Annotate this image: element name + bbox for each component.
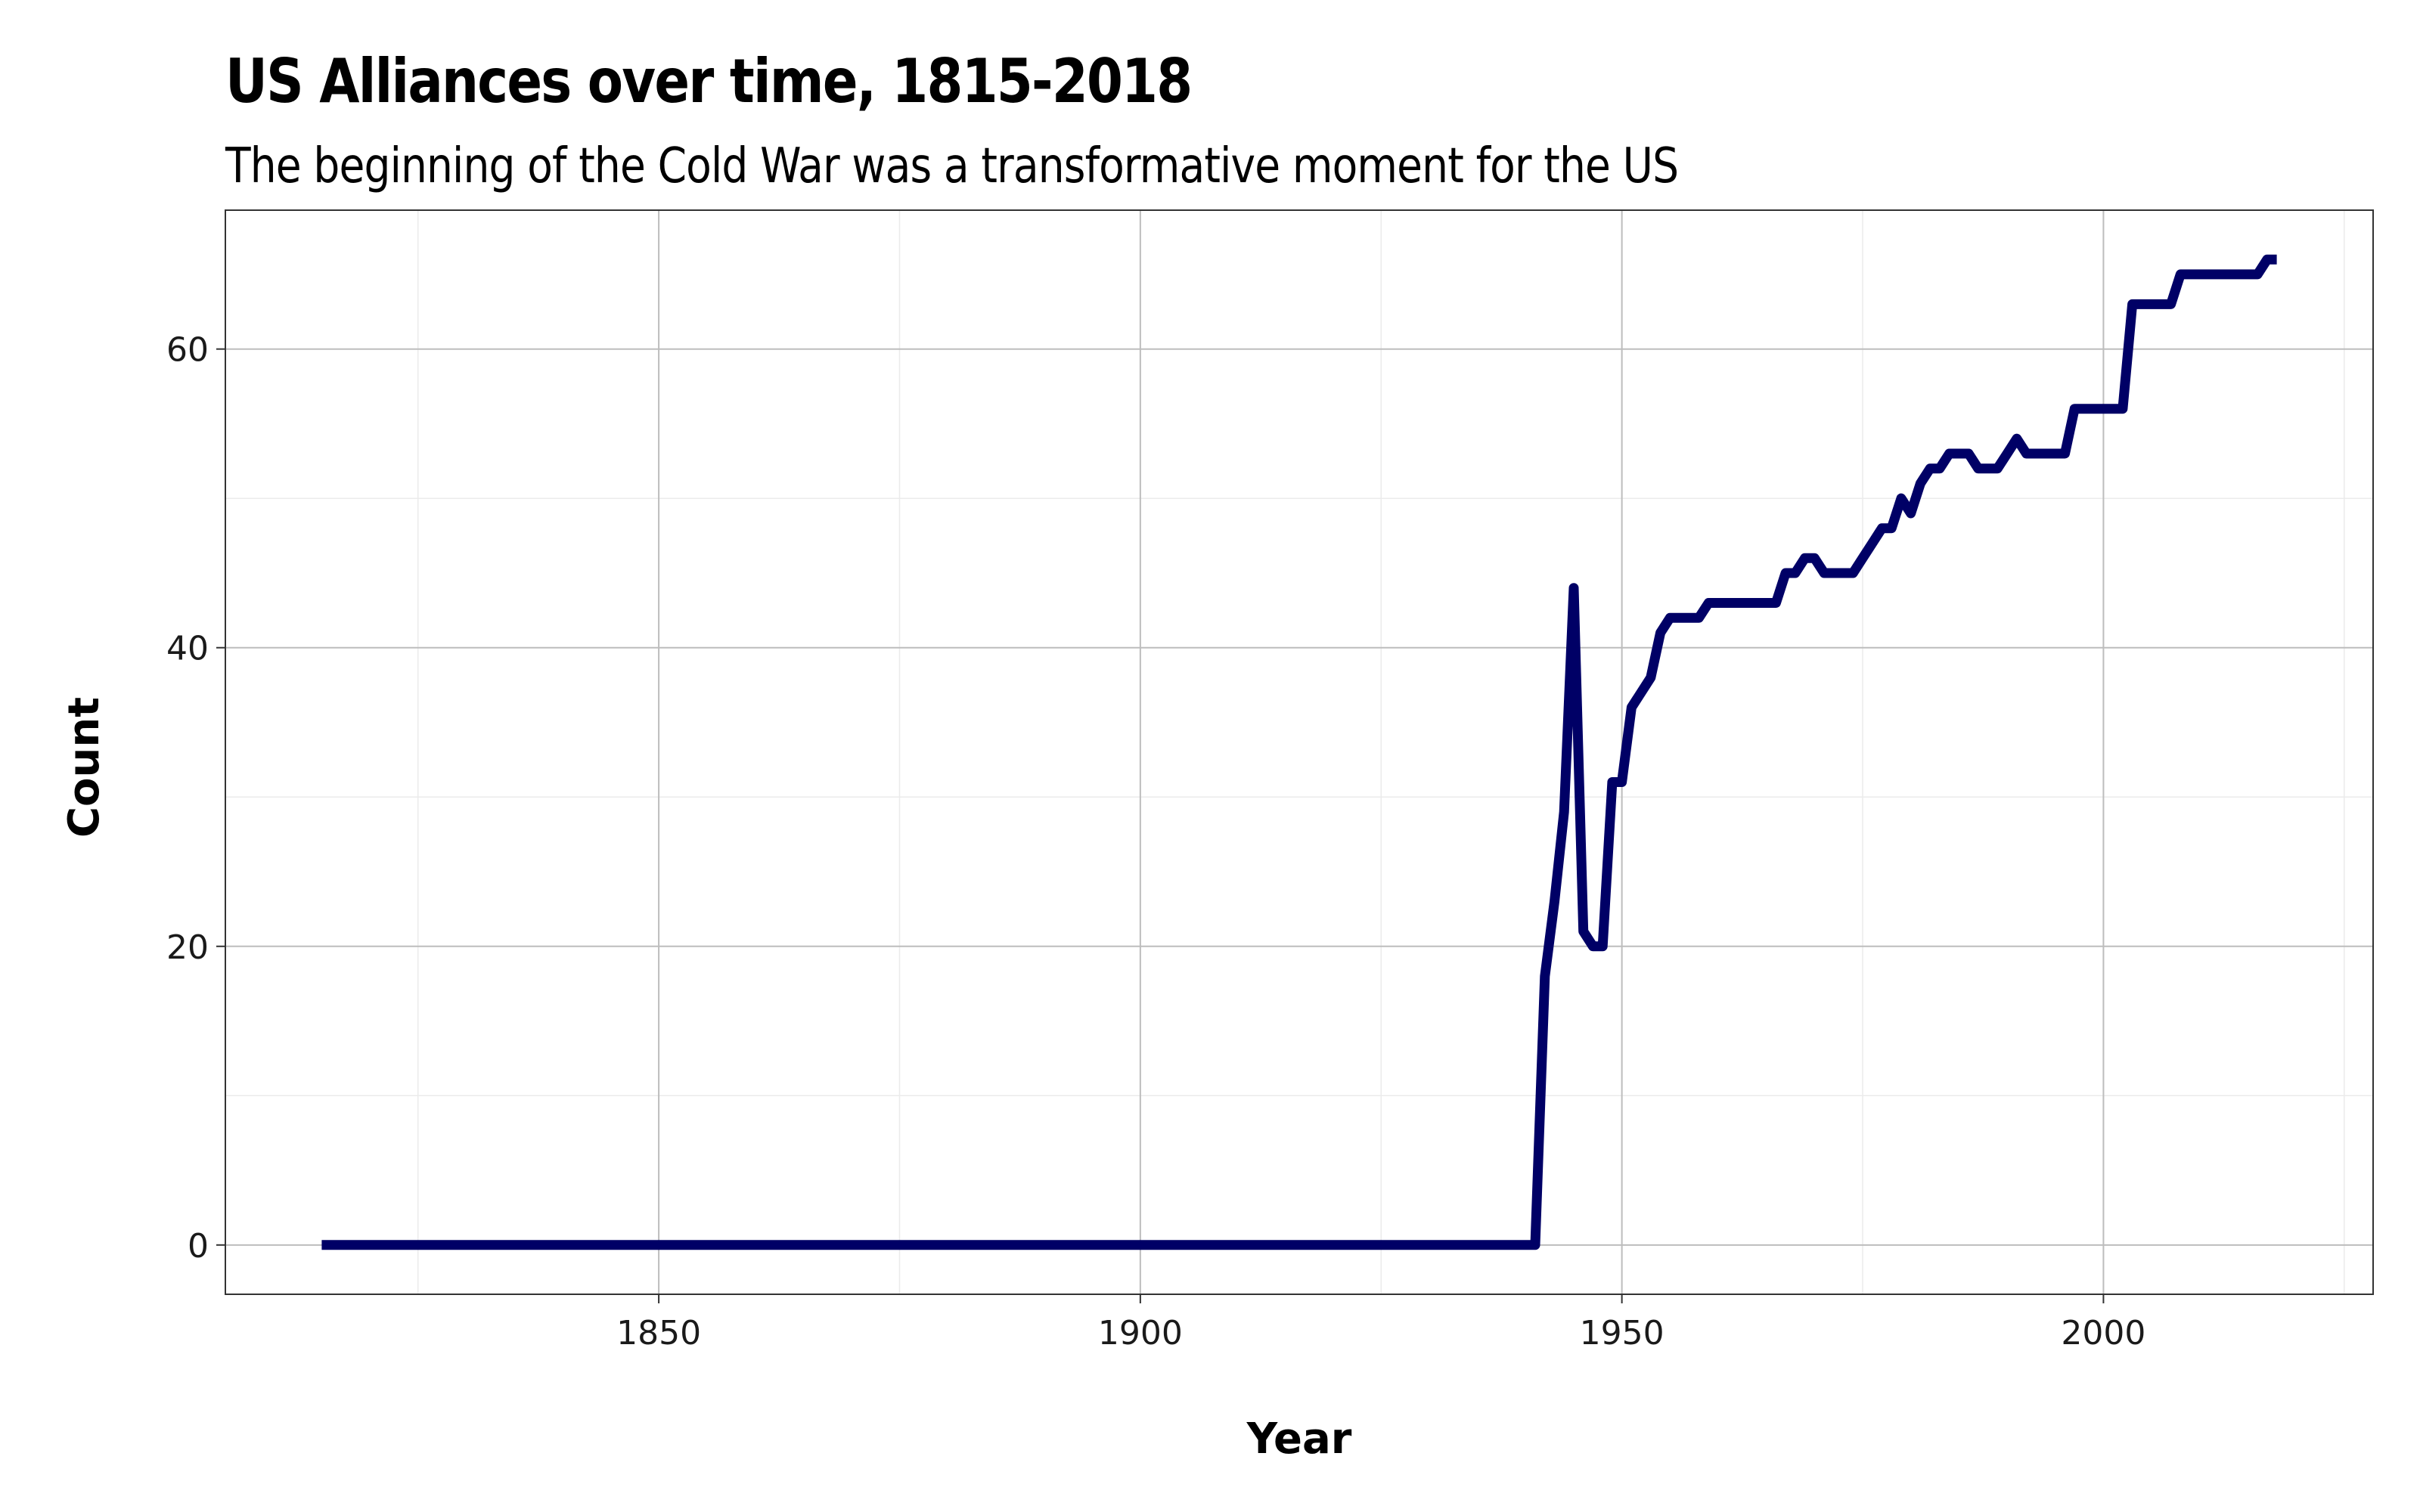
series-layer (321, 254, 2277, 1250)
y-tick-label: 60 (166, 331, 209, 370)
series-line-0 (321, 254, 2277, 1250)
minor-gridlines (225, 210, 2373, 1294)
y-tick-label: 0 (188, 1227, 209, 1266)
x-tick-label: 1850 (616, 1314, 701, 1352)
x-tick-label: 2000 (2061, 1314, 2145, 1352)
major-gridlines (225, 210, 2373, 1294)
y-axis: 0 20 40 60 (166, 331, 225, 1266)
x-tick-label: 1950 (1580, 1314, 1665, 1352)
chart-title: US Alliances over time, 1815-2018 (225, 46, 1193, 116)
x-tick-label: 1900 (1098, 1314, 1183, 1352)
y-tick-label: 20 (166, 928, 209, 967)
y-axis-title: Count (60, 697, 109, 838)
x-axis: 1850 1900 1950 2000 (616, 1294, 2145, 1352)
plot-panel-border (225, 209, 2374, 1295)
y-tick-label: 40 (166, 630, 209, 668)
x-axis-title: Year (1246, 1414, 1352, 1464)
chart-subtitle: The beginning of the Cold War was a tran… (225, 138, 1679, 194)
